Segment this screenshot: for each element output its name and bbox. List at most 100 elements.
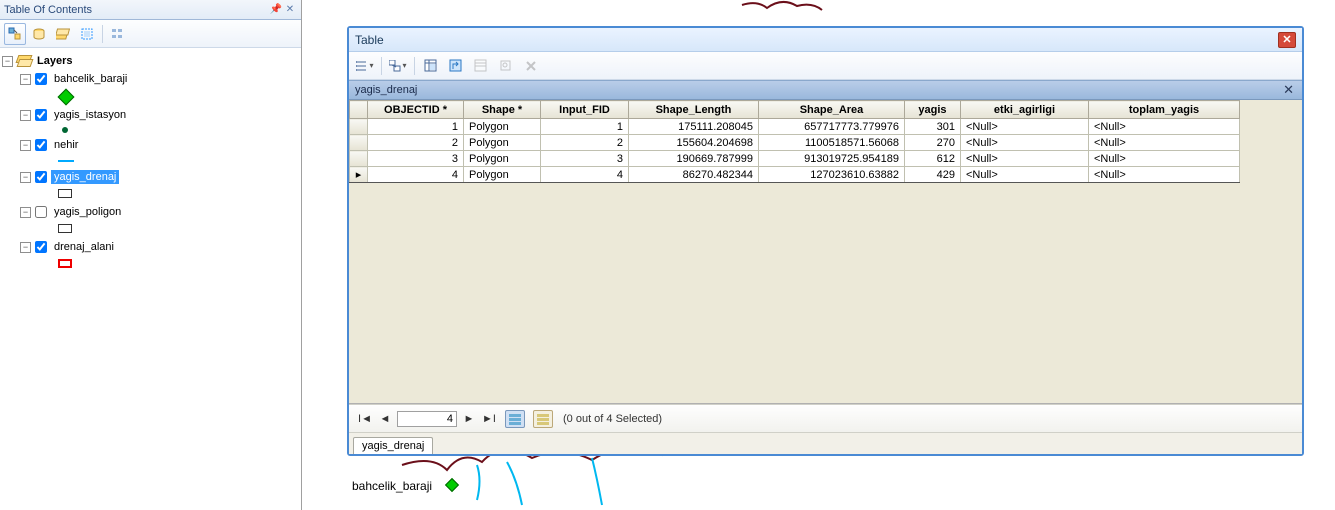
zoom-selected-button[interactable] (495, 55, 517, 77)
layer-symbol (58, 259, 72, 268)
table-cell: 155604.204698 (629, 135, 759, 151)
column-header[interactable]: Shape_Area (759, 101, 905, 119)
tree-root[interactable]: − Layers (2, 52, 299, 70)
options-button[interactable] (107, 23, 129, 45)
table-cell: 1100518571.56068 (759, 135, 905, 151)
delete-selected-button[interactable] (520, 55, 542, 77)
table-cell: 1 (368, 119, 464, 135)
table-cell: 657717773.779976 (759, 119, 905, 135)
toolbar-separator (102, 25, 103, 43)
layer-row[interactable]: −yagis_poligon (2, 203, 299, 221)
toc-panel: Table Of Contents 📌 ✕ − Layers −bahcelik… (0, 0, 302, 510)
column-header[interactable]: Input_FID (541, 101, 629, 119)
layer-row[interactable]: −yagis_istasyon (2, 106, 299, 124)
map-feature-label: bahcelik_baraji (352, 479, 432, 493)
close-icon[interactable]: ✕ (283, 4, 297, 15)
switch-selection-button[interactable] (445, 55, 467, 77)
collapse-icon[interactable]: − (2, 56, 13, 67)
table-cell: 1 (541, 119, 629, 135)
table-cell: Polygon (464, 167, 541, 183)
table-nav-bar: I◄ ◄ ► ►I (0 out of 4 Selected) (349, 404, 1302, 432)
nav-last-button[interactable]: ►I (481, 413, 497, 425)
layer-visibility-checkbox[interactable] (35, 139, 47, 151)
table-tab[interactable]: yagis_drenaj (353, 437, 433, 454)
collapse-icon[interactable]: − (20, 172, 31, 183)
table-cell: 4 (541, 167, 629, 183)
table-cell: <Null> (961, 167, 1089, 183)
layer-row[interactable]: −yagis_drenaj (2, 168, 299, 186)
table-options-dropdown[interactable]: ▾ (354, 55, 376, 77)
table-cell: 270 (905, 135, 961, 151)
layer-visibility-checkbox[interactable] (35, 241, 47, 253)
layer-row[interactable]: −nehir (2, 136, 299, 154)
column-header[interactable]: OBJECTID * (368, 101, 464, 119)
list-by-drawing-order-button[interactable] (4, 23, 26, 45)
window-close-button[interactable]: ✕ (1278, 32, 1296, 48)
table-titlebar[interactable]: Table ✕ (349, 28, 1302, 52)
pin-icon[interactable]: 📌 (269, 4, 283, 15)
table-cell: <Null> (961, 135, 1089, 151)
toolbar-separator (414, 57, 415, 75)
show-selected-records-button[interactable] (533, 410, 553, 428)
select-by-attributes-button[interactable] (420, 55, 442, 77)
column-header[interactable]: Shape_Length (629, 101, 759, 119)
table-cell: 190669.787999 (629, 151, 759, 167)
collapse-icon[interactable]: − (20, 110, 31, 121)
collapse-icon[interactable]: − (20, 74, 31, 85)
table-cell: 3 (541, 151, 629, 167)
table-cell: Polygon (464, 151, 541, 167)
table-cell: Polygon (464, 135, 541, 151)
table-cell: <Null> (1089, 151, 1240, 167)
list-by-source-button[interactable] (28, 23, 50, 45)
list-by-selection-button[interactable] (76, 23, 98, 45)
layer-row[interactable]: −bahcelik_baraji (2, 70, 299, 88)
layer-visibility-checkbox[interactable] (35, 73, 47, 85)
related-tables-dropdown[interactable]: ▾ (387, 55, 409, 77)
toc-titlebar: Table Of Contents 📌 ✕ (0, 0, 301, 20)
column-header[interactable]: etki_agirligi (961, 101, 1089, 119)
row-selector[interactable]: ▸ (350, 167, 368, 183)
layer-symbol (62, 127, 68, 133)
collapse-icon[interactable]: − (20, 140, 31, 151)
table-subtitle-bar: yagis_drenaj ✕ (349, 80, 1302, 100)
collapse-icon[interactable]: − (20, 242, 31, 253)
layer-visibility-checkbox[interactable] (35, 109, 47, 121)
toc-title: Table Of Contents (4, 4, 269, 16)
nav-prev-button[interactable]: ◄ (377, 413, 393, 425)
table-grid-wrap[interactable]: OBJECTID *Shape *Input_FIDShape_LengthSh… (349, 100, 1302, 404)
nav-position-input[interactable] (397, 411, 457, 427)
table-row[interactable]: 3Polygon3190669.787999913019725.95418961… (350, 151, 1240, 167)
root-label: Layers (34, 54, 75, 68)
layer-visibility-checkbox[interactable] (35, 171, 47, 183)
layer-symbol (58, 160, 74, 162)
collapse-icon[interactable]: − (20, 207, 31, 218)
table-row[interactable]: ▸4Polygon486270.482344127023610.63882429… (350, 167, 1240, 183)
table-row[interactable]: 1Polygon1175111.208045657717773.77997630… (350, 119, 1240, 135)
row-selector[interactable] (350, 135, 368, 151)
row-selector[interactable] (350, 119, 368, 135)
nav-next-button[interactable]: ► (461, 413, 477, 425)
table-cell: <Null> (961, 119, 1089, 135)
clear-selection-button[interactable] (470, 55, 492, 77)
list-by-visibility-button[interactable] (52, 23, 74, 45)
table-toolbar: ▾ ▾ (349, 52, 1302, 80)
chevron-down-icon: ▾ (369, 61, 373, 70)
table-cell: <Null> (1089, 135, 1240, 151)
layer-row[interactable]: −drenaj_alani (2, 238, 299, 256)
row-selector-header[interactable] (350, 101, 368, 119)
attribute-table-window: Table ✕ ▾ ▾ yagis_drenaj ✕ (347, 26, 1304, 456)
column-header[interactable]: toplam_yagis (1089, 101, 1240, 119)
layers-icon (17, 55, 31, 67)
tab-close-icon[interactable]: ✕ (1281, 82, 1296, 98)
column-header[interactable]: Shape * (464, 101, 541, 119)
table-cell: 3 (368, 151, 464, 167)
column-header[interactable]: yagis (905, 101, 961, 119)
toc-toolbar (0, 20, 301, 48)
table-row[interactable]: 2Polygon2155604.2046981100518571.5606827… (350, 135, 1240, 151)
table-cell: <Null> (961, 151, 1089, 167)
nav-first-button[interactable]: I◄ (357, 413, 373, 425)
table-title: Table (355, 33, 1278, 47)
layer-visibility-checkbox[interactable] (35, 206, 47, 218)
row-selector[interactable] (350, 151, 368, 167)
show-all-records-button[interactable] (505, 410, 525, 428)
